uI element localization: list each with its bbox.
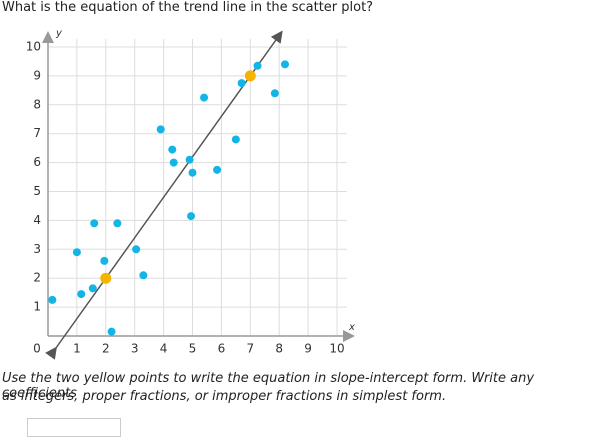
point (280, 60, 289, 69)
point (77, 290, 86, 299)
x-tick-label: 1 (73, 342, 81, 356)
point (48, 295, 57, 304)
point (107, 327, 116, 336)
answer-input[interactable] (27, 418, 121, 437)
point (90, 219, 99, 228)
point (132, 245, 141, 254)
point (188, 168, 197, 177)
x-tick-label: 10 (329, 342, 344, 356)
y-tick-label: 5 (33, 184, 41, 198)
point (156, 125, 165, 134)
point (72, 248, 81, 257)
x-tick-label: 4 (160, 342, 168, 356)
point (237, 79, 246, 88)
point (253, 61, 262, 70)
point (270, 89, 279, 98)
y-tick-label: 9 (33, 68, 41, 82)
point (169, 158, 178, 167)
x-tick-label: 9 (304, 342, 312, 356)
y-tick-label: 1 (33, 300, 41, 314)
point (168, 145, 177, 154)
x-tick-label: 5 (189, 342, 197, 356)
y-tick-label: 7 (33, 126, 41, 140)
x-tick-label: 6 (218, 342, 226, 356)
x-tick-label: 0 (33, 342, 41, 356)
x-tick-label: 7 (246, 342, 254, 356)
point (187, 212, 196, 221)
point (200, 93, 209, 102)
point (88, 284, 97, 293)
y-tick-label: 2 (33, 271, 41, 285)
y-tick-label: 6 (33, 155, 41, 169)
x-tick-label: 3 (131, 342, 139, 356)
point (213, 165, 222, 174)
x-tick-label: 8 (275, 342, 283, 356)
instructions: Use the two yellow points to write the e… (2, 371, 535, 401)
y-tick-label: 8 (33, 97, 41, 111)
point (100, 256, 109, 265)
x-tick-label: 2 (102, 342, 110, 356)
instructions: as integers, proper fractions, or improp… (2, 389, 447, 404)
question: What is the equation of the trend line i… (2, 0, 374, 15)
y-tick-label: 4 (33, 213, 41, 227)
highlight-point (100, 272, 112, 284)
point (113, 219, 122, 228)
point (185, 155, 194, 164)
y-axis-label: y (55, 28, 63, 39)
point (139, 271, 148, 280)
y-tick-label: 10 (26, 40, 41, 54)
point (231, 135, 240, 144)
x-axis-label: x (348, 322, 355, 333)
highlight-point (244, 70, 256, 82)
y-tick-label: 3 (33, 242, 41, 256)
